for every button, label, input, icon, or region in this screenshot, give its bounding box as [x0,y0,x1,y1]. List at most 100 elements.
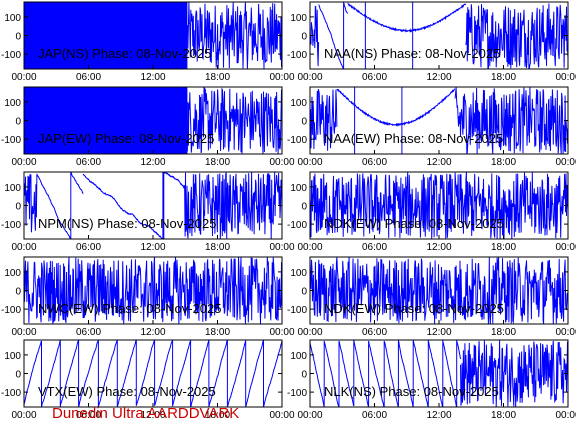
chart-panel: 1000-10000:0006:0012:0018:0000:00NLK(NS)… [287,339,576,421]
series-line [24,340,282,407]
series-line [454,87,568,154]
x-tick-label: 06:00 [76,327,101,338]
y-tick-label: 100 [4,268,21,279]
x-tick-label: 00:00 [269,242,294,253]
x-tick-label: 12:00 [426,157,451,168]
x-tick-label: 00:00 [297,242,322,253]
chart-panel: 1000-10000:0006:0012:0018:0000:00NDK(EW)… [287,256,576,338]
x-tick-label: 12:00 [426,72,451,83]
x-tick-label: 00:00 [11,157,36,168]
y-tick-label: -100 [287,388,307,399]
x-tick-label: 06:00 [76,242,101,253]
y-tick-label: -100 [287,305,307,316]
x-tick-label: 12:00 [426,327,451,338]
y-tick-label: 100 [290,268,307,279]
y-tick-label: -100 [1,135,21,146]
chart-title: VTX(EW) Phase: 08-Nov-2025 [38,384,216,399]
x-tick-label: 00:00 [297,72,322,83]
plot-area [310,87,568,154]
x-tick-label: 00:00 [555,242,576,253]
x-tick-label: 18:00 [491,242,516,253]
series-line [310,172,568,239]
chart-panel: 1000-10000:0006:0012:0018:0000:00NAA(NS)… [287,1,576,83]
x-tick-label: 06:00 [362,157,387,168]
x-tick-label: 18:00 [205,242,230,253]
x-tick-label: 00:00 [11,327,36,338]
plot-area [310,340,568,407]
x-tick-label: 06:00 [362,327,387,338]
x-tick-label: 18:00 [205,157,230,168]
series-line [310,340,461,407]
chart-title: NWC(EW) Phase: 08-Nov-2025 [38,301,222,316]
x-tick-label: 12:00 [140,72,165,83]
x-tick-label: 00:00 [269,72,294,83]
series-fill [24,87,188,154]
y-tick-label: -100 [287,50,307,61]
y-tick-label: 0 [15,287,21,298]
series-line [465,3,568,69]
y-tick-label: 0 [15,32,21,43]
x-tick-label: 00:00 [297,157,322,168]
y-tick-label: 0 [301,287,307,298]
y-tick-label: 0 [301,370,307,381]
series-line [24,257,282,324]
y-tick-label: -100 [287,220,307,231]
y-tick-label: -100 [287,135,307,146]
plot-area [310,257,568,324]
x-tick-label: 00:00 [297,410,322,421]
y-tick-label: -100 [1,220,21,231]
y-tick-label: 100 [4,98,21,109]
y-tick-label: 100 [290,183,307,194]
series-line [336,88,456,128]
x-tick-label: 00:00 [555,410,576,421]
x-tick-label: 00:00 [11,242,36,253]
plot-area [24,87,282,154]
plot-area [24,340,282,407]
y-tick-label: 0 [15,202,21,213]
chart-panel: 1000-10000:0006:0012:0018:0000:00NDK(EW)… [287,171,576,253]
y-tick-label: 0 [15,370,21,381]
chart-title: JAP(EW) Phase: 08-Nov-2025 [38,131,214,146]
series-line [82,172,184,239]
y-tick-label: 100 [4,13,21,24]
x-tick-label: 06:00 [76,410,101,421]
series-fill [24,2,188,69]
x-tick-label: 12:00 [140,327,165,338]
plot-area [24,257,282,324]
series-line [310,5,320,67]
series-line [318,2,349,69]
x-tick-label: 00:00 [269,157,294,168]
x-tick-label: 00:00 [11,72,36,83]
x-tick-label: 00:00 [269,410,294,421]
y-tick-label: 100 [290,13,307,24]
x-tick-label: 18:00 [491,72,516,83]
x-tick-label: 12:00 [426,242,451,253]
x-tick-label: 18:00 [491,157,516,168]
x-tick-label: 12:00 [140,242,165,253]
series-line [310,257,568,324]
x-tick-label: 18:00 [491,410,516,421]
y-tick-label: 0 [301,202,307,213]
x-tick-label: 18:00 [205,327,230,338]
y-tick-label: 0 [301,32,307,43]
x-tick-label: 06:00 [362,72,387,83]
y-tick-label: -100 [1,305,21,316]
plot-area [24,2,282,69]
series-line [186,87,282,154]
chart-title: NDK(EW) Phase: 08-Nov-2025 [324,301,504,316]
x-tick-label: 00:00 [555,72,576,83]
x-tick-label: 06:00 [362,242,387,253]
y-tick-label: 100 [4,351,21,362]
x-tick-label: 06:00 [362,410,387,421]
x-tick-label: 06:00 [76,72,101,83]
x-tick-label: 00:00 [555,157,576,168]
x-tick-label: 12:00 [140,157,165,168]
series-line [182,172,282,239]
x-tick-label: 18:00 [205,72,230,83]
station-footer: Dunedin Ultra AARDDVARK [52,405,240,422]
